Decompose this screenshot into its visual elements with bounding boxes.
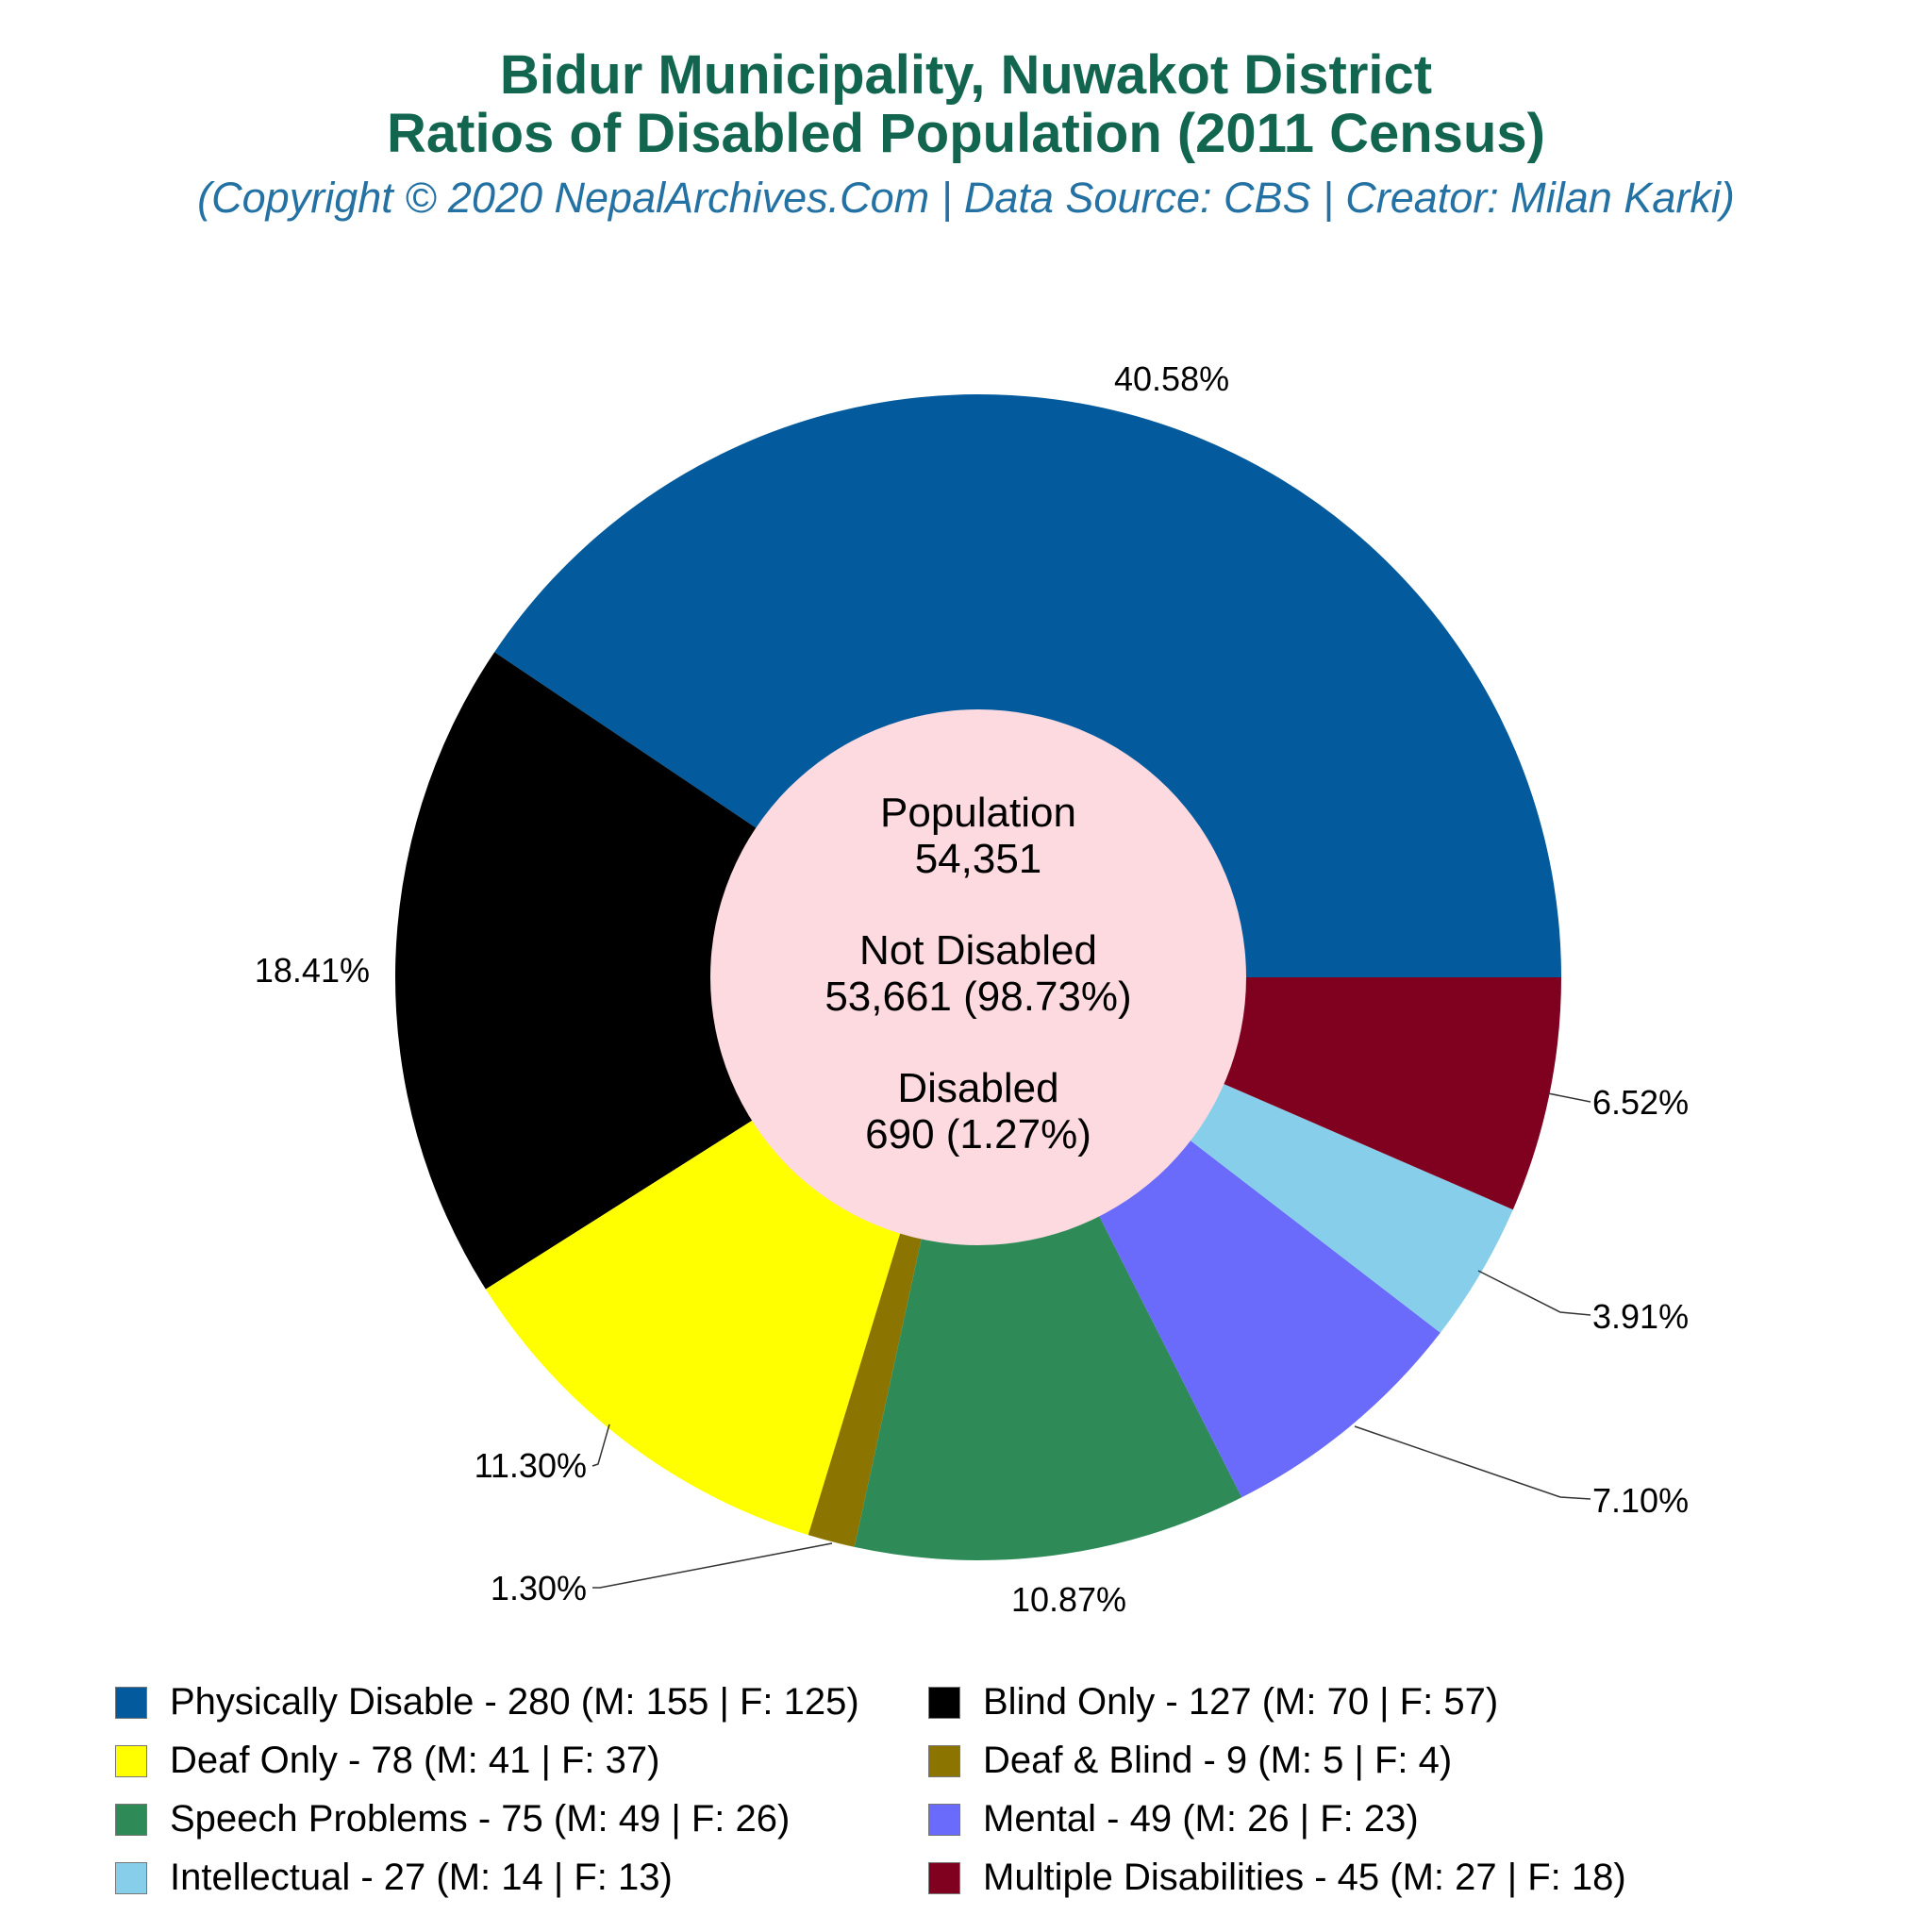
legend-swatch [928, 1861, 960, 1894]
legend-item-physically-disable: Physically Disable - 280 (M: 155 | F: 12… [115, 1681, 859, 1724]
slice-label-intellectual: 3.91% [1592, 1297, 1689, 1336]
leader-line [1354, 1425, 1591, 1500]
legend-label: Speech Problems - 75 (M: 49 | F: 26) [170, 1798, 791, 1840]
center-disabled-value: 690 (1.27%) [865, 1111, 1091, 1158]
legend-swatch [928, 1744, 960, 1777]
slice-label-physically-disable: 40.58% [1114, 359, 1229, 398]
center-not-disabled-label: Not Disabled [859, 927, 1097, 974]
legend-item-mental: Mental - 49 (M: 26 | F: 23) [928, 1798, 1419, 1840]
legend-item-blind-only: Blind Only - 127 (M: 70 | F: 57) [928, 1681, 1498, 1724]
chart-title-line1: Bidur Municipality, Nuwakot District [499, 44, 1433, 106]
legend-swatch [115, 1803, 147, 1836]
legend-item-speech-problems: Speech Problems - 75 (M: 49 | F: 26) [115, 1798, 790, 1840]
legend-label: Physically Disable - 280 (M: 155 | F: 12… [170, 1681, 859, 1723]
legend-item-deaf-only: Deaf Only - 78 (M: 41 | F: 37) [115, 1740, 659, 1782]
legend-item-multiple-disabilities: Multiple Disabilities - 45 (M: 27 | F: 1… [928, 1857, 1626, 1899]
legend-swatch [928, 1803, 960, 1836]
legend-label: Multiple Disabilities - 45 (M: 27 | F: 1… [983, 1857, 1626, 1898]
slice-label-multiple-disabilities: 6.52% [1592, 1083, 1689, 1122]
center-population-label: Population [880, 790, 1076, 836]
slice-label-deaf-only: 11.30% [475, 1446, 587, 1485]
legend-label: Intellectual - 27 (M: 14 | F: 13) [170, 1857, 673, 1898]
slice-label-deaf-blind: 1.30% [491, 1569, 587, 1607]
donut-chart: Population 54,351 Not Disabled 53,661 (9… [255, 359, 1689, 1619]
leader-line [592, 1542, 833, 1589]
legend-swatch [115, 1686, 147, 1719]
donut-hole [710, 709, 1246, 1245]
chart-title-line2: Ratios of Disabled Population (2011 Cens… [387, 103, 1545, 164]
pie-slice-blind-only [394, 652, 978, 1290]
center-population-value: 54,351 [915, 836, 1042, 882]
leader-line [1547, 1092, 1591, 1103]
legend-item-deaf-blind: Deaf & Blind - 9 (M: 5 | F: 4) [928, 1740, 1452, 1782]
leader-line [1477, 1270, 1591, 1316]
center-not-disabled-value: 53,661 (98.73%) [824, 974, 1131, 1020]
legend-label: Mental - 49 (M: 26 | F: 23) [983, 1798, 1419, 1840]
legend-item-intellectual: Intellectual - 27 (M: 14 | F: 13) [115, 1857, 673, 1899]
slice-label-speech-problems: 10.87% [1011, 1580, 1126, 1619]
leader-line [591, 1424, 610, 1467]
legend-label: Blind Only - 127 (M: 70 | F: 57) [983, 1681, 1499, 1723]
chart-subtitle: (Copyright © 2020 NepalArchives.Com | Da… [197, 174, 1735, 222]
legend-swatch [115, 1744, 147, 1777]
pie-slice-physically-disable [494, 394, 1561, 977]
legend-swatch [928, 1686, 960, 1719]
slice-label-blind-only: 18.41% [255, 951, 370, 990]
legend-swatch [115, 1861, 147, 1894]
label-leader-lines [591, 1092, 1591, 1589]
legend-label: Deaf & Blind - 9 (M: 5 | F: 4) [983, 1740, 1453, 1781]
slice-label-mental: 7.10% [1592, 1481, 1689, 1520]
legend-label: Deaf Only - 78 (M: 41 | F: 37) [170, 1740, 660, 1781]
center-disabled-label: Disabled [897, 1065, 1058, 1111]
